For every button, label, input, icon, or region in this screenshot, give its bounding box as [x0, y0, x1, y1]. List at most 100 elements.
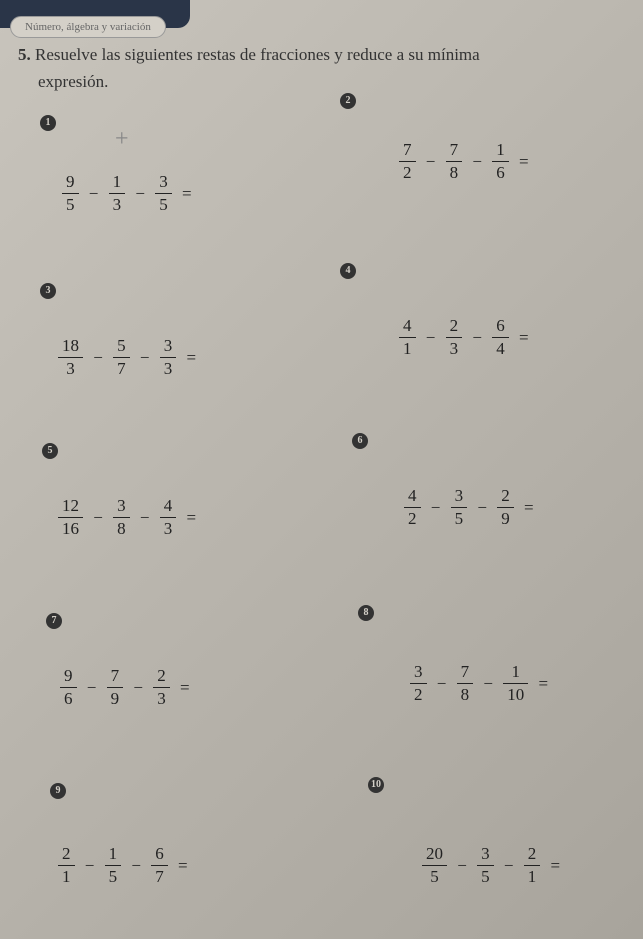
minus-op: − [89, 184, 99, 204]
numerator: 9 [62, 171, 79, 194]
fraction: 72 [399, 139, 416, 184]
fraction: 183 [58, 335, 83, 380]
denominator: 5 [105, 866, 122, 888]
denominator: 6 [60, 688, 77, 710]
instruction-number: 5. [18, 45, 31, 64]
problem-9: 9 21 − 15 − 67 = [50, 780, 190, 888]
equals-op: = [182, 184, 192, 204]
numerator: 1 [105, 843, 122, 866]
equals-op: = [519, 152, 529, 172]
denominator: 7 [113, 358, 130, 380]
fraction: 64 [492, 315, 509, 360]
numerator: 5 [113, 335, 130, 358]
equals-op: = [519, 328, 529, 348]
numerator: 3 [155, 171, 172, 194]
badge-10: 10 [368, 777, 384, 793]
fraction: 41 [399, 315, 416, 360]
denominator: 3 [446, 338, 463, 360]
equals-op: = [550, 856, 560, 876]
denominator: 2 [404, 508, 421, 530]
problem-7: 7 96 − 79 − 23 = [46, 610, 192, 710]
numerator: 3 [451, 485, 468, 508]
minus-op: − [133, 678, 143, 698]
minus-op: − [426, 328, 436, 348]
fraction: 23 [446, 315, 463, 360]
numerator: 7 [399, 139, 416, 162]
instruction-text: Resuelve las siguientes restas de fracci… [35, 45, 480, 64]
section-tab: Número, álgebra y variación [10, 16, 166, 38]
sub-instruction: expresión. [38, 72, 108, 92]
fraction: 43 [160, 495, 177, 540]
badge-2: 2 [340, 93, 356, 109]
minus-op: − [472, 152, 482, 172]
numerator: 4 [404, 485, 421, 508]
fraction: 23 [153, 665, 170, 710]
expression-2: 72 − 78 − 16 = [395, 139, 531, 184]
numerator: 9 [60, 665, 77, 688]
denominator: 5 [155, 194, 172, 216]
denominator: 5 [62, 194, 79, 216]
denominator: 9 [107, 688, 124, 710]
fraction: 110 [503, 661, 528, 706]
fraction: 205 [422, 843, 447, 888]
minus-op: − [437, 674, 447, 694]
equals-op: = [186, 348, 196, 368]
badge-6: 6 [352, 433, 368, 449]
numerator: 3 [113, 495, 130, 518]
fraction: 78 [457, 661, 474, 706]
fraction: 32 [410, 661, 427, 706]
minus-op: − [93, 348, 103, 368]
numerator: 3 [410, 661, 427, 684]
denominator: 3 [58, 358, 83, 380]
denominator: 8 [113, 518, 130, 540]
denominator: 7 [151, 866, 168, 888]
denominator: 3 [109, 194, 126, 216]
fraction: 79 [107, 665, 124, 710]
expression-1: 95 − 13 − 35 = [58, 171, 194, 216]
badge-4: 4 [340, 263, 356, 279]
expression-8: 32 − 78 − 110 = [406, 661, 550, 706]
numerator: 18 [58, 335, 83, 358]
numerator: 3 [160, 335, 177, 358]
numerator: 1 [109, 171, 126, 194]
minus-op: − [426, 152, 436, 172]
denominator: 2 [410, 684, 427, 706]
numerator: 1 [503, 661, 528, 684]
denominator: 3 [160, 518, 177, 540]
problem-10: 10 205 − 35 − 21 = [368, 774, 562, 888]
expression-7: 96 − 79 − 23 = [56, 665, 192, 710]
numerator: 2 [153, 665, 170, 688]
denominator: 5 [422, 866, 447, 888]
denominator: 16 [58, 518, 83, 540]
denominator: 4 [492, 338, 509, 360]
expression-3: 183 − 57 − 33 = [54, 335, 198, 380]
denominator: 1 [524, 866, 541, 888]
numerator: 12 [58, 495, 83, 518]
denominator: 1 [399, 338, 416, 360]
expression-9: 21 − 15 − 67 = [54, 843, 190, 888]
fraction: 35 [451, 485, 468, 530]
problem-1: 1 95 − 13 − 35 = [40, 112, 194, 216]
denominator: 5 [451, 508, 468, 530]
fraction: 21 [58, 843, 75, 888]
fraction: 35 [155, 171, 172, 216]
numerator: 4 [160, 495, 177, 518]
expression-10: 205 − 35 − 21 = [418, 843, 562, 888]
denominator: 3 [160, 358, 177, 380]
equals-op: = [180, 678, 190, 698]
problem-4: 4 41 − 23 − 64 = [340, 260, 531, 360]
equals-op: = [538, 674, 548, 694]
fraction: 16 [492, 139, 509, 184]
denominator: 5 [477, 866, 494, 888]
problem-2: 2 72 − 78 − 16 = [340, 90, 531, 184]
minus-op: − [135, 184, 145, 204]
numerator: 4 [399, 315, 416, 338]
minus-op: − [140, 348, 150, 368]
numerator: 7 [107, 665, 124, 688]
denominator: 9 [497, 508, 514, 530]
fraction: 96 [60, 665, 77, 710]
minus-op: − [504, 856, 514, 876]
fraction: 13 [109, 171, 126, 216]
minus-op: − [131, 856, 141, 876]
expression-5: 1216 − 38 − 43 = [54, 495, 198, 540]
